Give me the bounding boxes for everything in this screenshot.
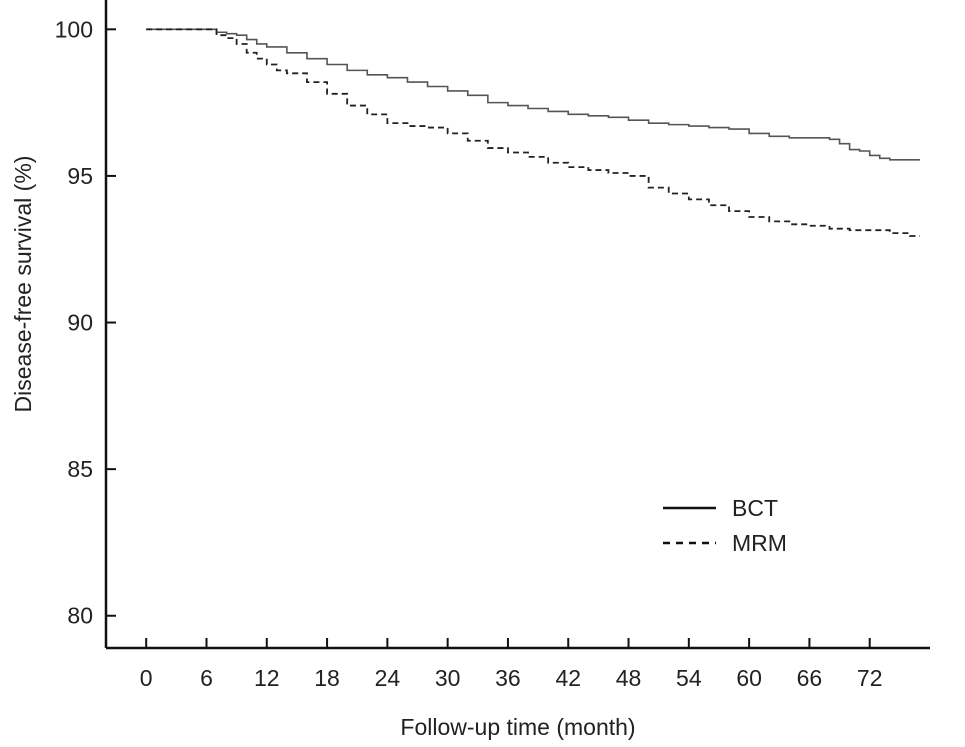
x-tick-label: 42	[555, 665, 581, 691]
y-tick-label: 80	[67, 603, 93, 629]
y-axis-title: Disease-free survival (%)	[10, 156, 36, 413]
y-tick-label: 85	[67, 456, 93, 482]
y-tick-label: 90	[67, 310, 93, 336]
x-tick-label: 12	[254, 665, 280, 691]
y-tick-label: 95	[67, 163, 93, 189]
plot-area	[146, 28, 920, 237]
x-tick-label: 60	[736, 665, 762, 691]
x-tick-label: 66	[797, 665, 823, 691]
x-axis-title: Follow-up time (month)	[400, 714, 635, 740]
x-tick-label: 72	[857, 665, 883, 691]
x-tick-label: 6	[200, 665, 213, 691]
x-tick-label: 18	[314, 665, 340, 691]
legend: BCT MRM	[663, 495, 787, 556]
x-tick-label: 0	[140, 665, 153, 691]
x-tick-label: 36	[495, 665, 521, 691]
x-tick-label: 24	[375, 665, 401, 691]
axes: 80 85 90 95 100 0 6 12 18 24 30 36 42 48 54 60 66 72	[55, 0, 930, 691]
x-tick-label: 48	[616, 665, 642, 691]
y-tick-label: 100	[55, 16, 93, 42]
series-line-bct	[146, 28, 920, 161]
legend-label-bct: BCT	[732, 495, 778, 521]
legend-label-mrm: MRM	[732, 530, 787, 556]
x-tick-label: 54	[676, 665, 702, 691]
x-tick-label: 30	[435, 665, 461, 691]
series-line-mrm	[146, 28, 920, 237]
